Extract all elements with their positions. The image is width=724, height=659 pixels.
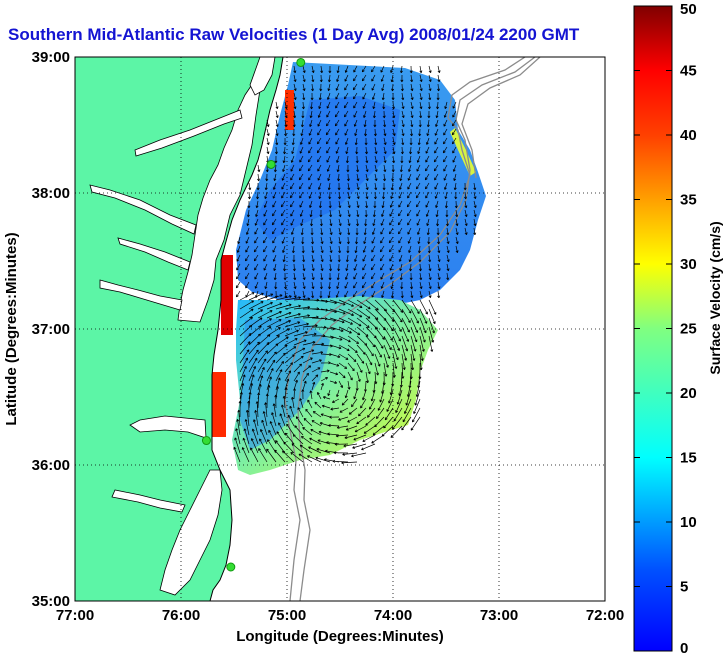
velocity-arrows xyxy=(233,65,477,465)
albemarle-sound xyxy=(129,415,207,439)
colorbar-tick-label: 40 xyxy=(680,127,697,144)
sound-tributary xyxy=(111,489,186,513)
x-tick-label: 72:00 xyxy=(586,607,624,624)
isobath-contours xyxy=(284,57,541,601)
y-tick-label: 35:00 xyxy=(32,593,70,610)
bay-tributary-potomac xyxy=(89,184,197,235)
delaware-bay xyxy=(249,57,276,96)
y-axis-label: Latitude (Degrees:Minutes) xyxy=(3,232,20,425)
colorbar-tick-label: 25 xyxy=(680,321,697,338)
pamlico-sound xyxy=(159,469,223,596)
plot-frame xyxy=(74,56,606,602)
velocity-field-core xyxy=(255,96,400,240)
x-tick-label: 73:00 xyxy=(480,607,518,624)
coastal-high-velocity-strip-south xyxy=(212,372,226,437)
colorbar-tick-label: 0 xyxy=(680,640,688,657)
radar-station-marker xyxy=(226,562,236,572)
x-axis-label: Longitude (Degrees:Minutes) xyxy=(236,628,444,645)
coastal-high-velocity-strip-north xyxy=(285,90,294,130)
y-tick-label: 38:00 xyxy=(32,185,70,202)
radar-stations xyxy=(201,57,306,572)
velocity-vector-field xyxy=(233,65,477,465)
bay-tributary-rappahannock xyxy=(117,237,191,271)
y-tick-label: 39:00 xyxy=(32,49,70,66)
y-axis-ticks: 39:00 38:00 37:00 36:00 35:00 xyxy=(32,49,70,610)
colorbar-tick-label: 15 xyxy=(680,450,697,467)
coastal-high-velocity-strip-mid xyxy=(221,255,233,335)
x-tick-label: 75:00 xyxy=(268,607,306,624)
y-tick-label: 37:00 xyxy=(32,321,70,338)
colorbar-tick-label: 5 xyxy=(680,579,688,596)
chart-title: Southern Mid-Atlantic Raw Velocities (1 … xyxy=(8,25,580,44)
colorbar-gradient xyxy=(633,5,673,652)
atlantic-coastline xyxy=(209,57,284,601)
bay-tributary-james xyxy=(99,279,183,311)
colorbar-label: Surface Velocity (cm/s) xyxy=(707,221,723,374)
x-tick-label: 74:00 xyxy=(374,607,412,624)
colorbar-tick-label: 45 xyxy=(680,63,697,80)
colorbar-tick-label: 30 xyxy=(680,256,697,273)
map-grid xyxy=(75,57,605,601)
bay-tributary-upper xyxy=(134,109,243,157)
map-plot-area xyxy=(75,57,605,601)
colorbar-tick-label: 20 xyxy=(680,385,697,402)
radar-station-marker xyxy=(296,57,306,67)
colorbar-tick-label: 10 xyxy=(680,514,697,531)
x-tick-label: 77:00 xyxy=(56,607,94,624)
x-axis-ticks: 77:00 76:00 75:00 74:00 73:00 72:00 xyxy=(56,607,624,624)
radar-station-marker xyxy=(201,436,211,446)
x-tick-label: 76:00 xyxy=(162,607,200,624)
colorbar-tick-label: 35 xyxy=(680,192,697,209)
radar-station-marker xyxy=(266,159,276,169)
y-tick-label: 36:00 xyxy=(32,457,70,474)
velocity-field-south-core xyxy=(240,318,330,450)
colorbar-tick-label: 50 xyxy=(680,1,697,18)
